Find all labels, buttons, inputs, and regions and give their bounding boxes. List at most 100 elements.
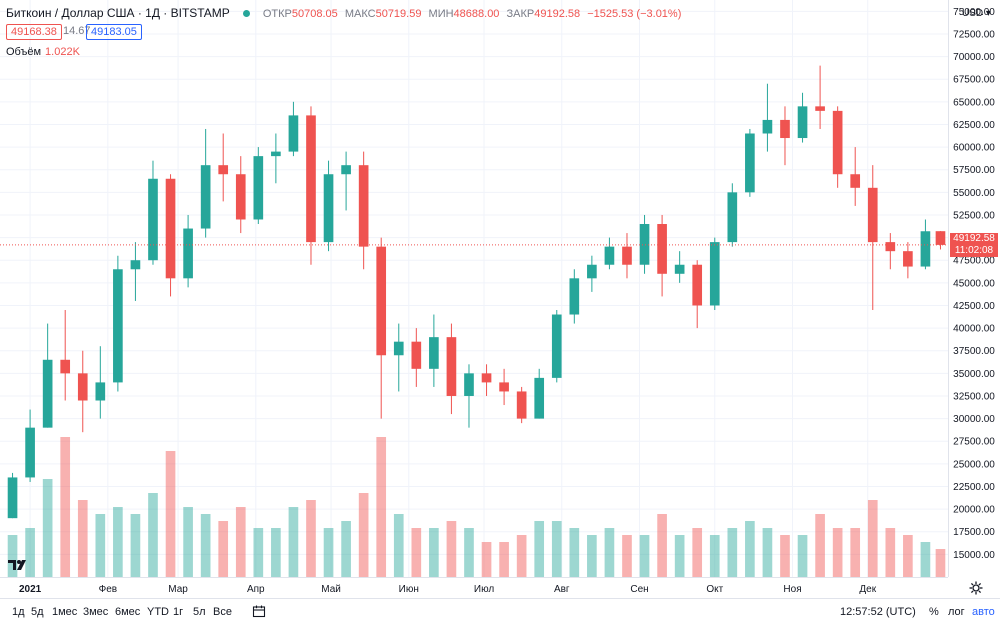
- candle-body: [920, 231, 931, 267]
- candle-body: [657, 224, 667, 274]
- volume-bar: [920, 542, 931, 577]
- buy-price-button[interactable]: 49183.05: [86, 24, 142, 40]
- candle-body: [464, 373, 474, 396]
- range-ytd-button[interactable]: YTD: [147, 606, 169, 618]
- chart-legend: Биткоин / Доллар США · 1Д · BITSTAMP ОТК…: [6, 6, 681, 20]
- volume-bar: [235, 507, 246, 577]
- log-scale-toggle[interactable]: лог: [948, 606, 965, 618]
- price-tick-label: 57500.00: [953, 165, 995, 176]
- candle-body: [639, 224, 650, 265]
- candle: [850, 147, 861, 206]
- range-6m-button[interactable]: 6мес: [115, 606, 141, 618]
- volume-bar: [253, 528, 264, 577]
- volume-bar: [464, 528, 474, 577]
- candle-body: [499, 382, 509, 392]
- utc-clock[interactable]: 12:57:52 (UTC): [840, 606, 916, 618]
- volume-legend: Объём 1.022K: [6, 46, 80, 58]
- candle: [235, 156, 246, 234]
- candle-body: [534, 377, 545, 419]
- price-tick-label: 17500.00: [953, 527, 995, 538]
- tradingview-logo-icon[interactable]: [6, 556, 28, 574]
- volume-bar: [42, 479, 53, 577]
- time-tick-label: Апр: [247, 584, 265, 595]
- candle-body: [183, 228, 193, 279]
- volume-bar: [429, 528, 439, 577]
- candle: [762, 83, 773, 152]
- candle: [288, 101, 299, 157]
- range-5d-button[interactable]: 5д: [31, 606, 44, 618]
- candle: [657, 214, 667, 297]
- range-all-button[interactable]: Все: [213, 606, 232, 618]
- range-3m-button[interactable]: 3мес: [83, 606, 109, 618]
- calendar-icon[interactable]: [252, 604, 266, 618]
- candle-body: [587, 264, 597, 279]
- volume-bar: [745, 521, 755, 577]
- range-1m-button[interactable]: 1мес: [52, 606, 78, 618]
- volume-bar: [218, 521, 229, 577]
- candle-body: [815, 106, 825, 111]
- candle-body: [797, 106, 808, 139]
- candle-body: [935, 231, 946, 245]
- candle-body: [446, 337, 457, 396]
- candle-body: [832, 110, 843, 175]
- candle: [130, 242, 141, 301]
- volume-bar: [165, 451, 176, 577]
- candle: [885, 233, 896, 270]
- last-price-label: 49192.58 11:02:08: [950, 233, 998, 257]
- candle: [358, 151, 369, 270]
- candle-body: [551, 314, 562, 378]
- price-tick-label: 72500.00: [953, 29, 995, 40]
- candle: [271, 133, 281, 184]
- price-tick-label: 65000.00: [953, 97, 995, 108]
- candle: [446, 323, 457, 415]
- volume-bar: [727, 528, 738, 577]
- price-tick-label: 42500.00: [953, 301, 995, 312]
- currency-selector[interactable]: USD ▾: [962, 8, 991, 19]
- candle-body: [569, 278, 580, 315]
- volume-bar: [622, 535, 632, 577]
- volume-bar: [288, 507, 299, 577]
- candle: [569, 269, 580, 324]
- candle-body: [7, 477, 18, 519]
- candle: [745, 128, 755, 197]
- price-tick-label: 60000.00: [953, 143, 995, 154]
- volume-bar: [797, 535, 808, 577]
- bar-countdown: 11:02:08: [954, 245, 994, 256]
- symbol-title[interactable]: Биткоин / Доллар США · 1Д · BITSTAMP: [6, 6, 230, 20]
- candle: [692, 260, 703, 329]
- range-1y-button[interactable]: 1г: [173, 606, 184, 618]
- volume-bar: [130, 514, 141, 577]
- auto-scale-toggle[interactable]: авто: [972, 606, 995, 618]
- candle: [780, 106, 790, 166]
- gear-icon[interactable]: [969, 581, 983, 595]
- range-5y-button[interactable]: 5л: [193, 606, 206, 618]
- price-axis-border: [948, 0, 949, 577]
- volume-value: 1.022K: [45, 46, 80, 58]
- price-axis-ticks: 15000.00 17500.00 20000.00 22500.00 25000.00…: [953, 7, 995, 561]
- candle-body: [130, 260, 141, 270]
- volume-bar: [341, 521, 351, 577]
- volume-bar: [481, 542, 492, 577]
- candle-body: [60, 359, 71, 374]
- close-value: 49192.58: [534, 8, 581, 20]
- candle: [499, 368, 509, 406]
- volume-bar: [885, 528, 896, 577]
- candle-body: [481, 373, 492, 383]
- sell-price-button[interactable]: 49168.38: [6, 24, 62, 40]
- candle-body: [516, 391, 527, 419]
- range-1d-button[interactable]: 1д: [12, 606, 25, 618]
- candle-body: [393, 341, 404, 356]
- volume-bar: [551, 521, 562, 577]
- volume-bar: [183, 507, 193, 577]
- candle: [604, 237, 615, 270]
- high-label: МАКС: [344, 8, 376, 20]
- candle-body: [674, 264, 685, 274]
- candle: [323, 160, 334, 252]
- candle-body: [253, 156, 264, 220]
- price-tick-label: 15000.00: [953, 550, 995, 561]
- time-tick-label: Окт: [706, 584, 723, 595]
- percent-scale-toggle[interactable]: %: [929, 606, 939, 618]
- volume-bar: [95, 514, 106, 577]
- grid: [0, 0, 948, 577]
